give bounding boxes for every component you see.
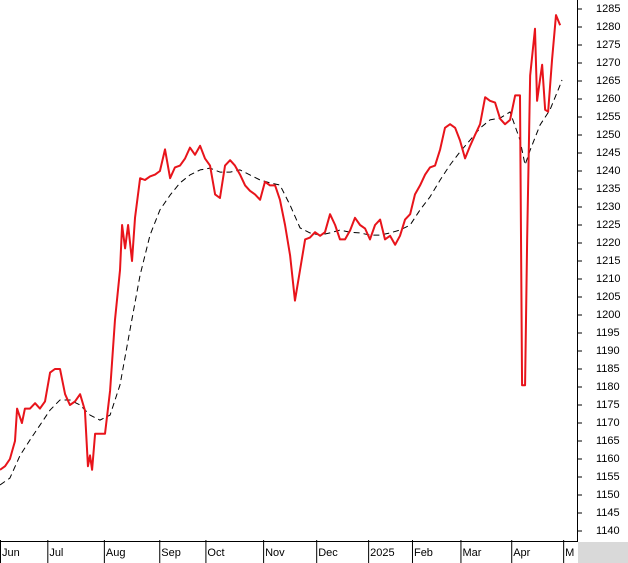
corner — [578, 542, 628, 563]
x-tick-label: Feb — [414, 547, 433, 559]
y-tick-label: 1220 — [596, 237, 620, 249]
x-tick-label: Aug — [106, 547, 126, 559]
y-tick-label: 1180 — [596, 381, 620, 393]
y-tick-label: 1150 — [596, 489, 620, 501]
y-tick-label: 1215 — [596, 255, 620, 267]
y-tick-label: 1210 — [596, 273, 620, 285]
y-tick-label: 1270 — [596, 57, 620, 69]
y-tick-label: 1255 — [596, 111, 620, 123]
x-tick-label: 2025 — [370, 547, 394, 559]
x-tick-label: Oct — [207, 547, 224, 559]
y-tick-label: 1205 — [596, 291, 620, 303]
y-tick-label: 1235 — [596, 183, 620, 195]
y-tick-label: 1170 — [596, 417, 620, 429]
y-tick-label: 1140 — [596, 525, 620, 537]
y-tick-label: 1165 — [596, 435, 620, 447]
series-line — [0, 14, 562, 471]
y-tick-label: 1175 — [596, 399, 620, 411]
y-tick-label: 1250 — [596, 129, 620, 141]
y-tick-label: 1155 — [596, 471, 620, 483]
y-tick-label: 1260 — [596, 93, 620, 105]
series-line — [0, 79, 563, 486]
y-tick-label: 1195 — [596, 327, 620, 339]
x-tick-label: Apr — [513, 547, 530, 559]
x-tick-label: Mar — [462, 547, 481, 559]
y-tick-label: 1275 — [596, 39, 620, 51]
y-tick-label: 1160 — [596, 453, 620, 465]
y-tick-label: 1200 — [596, 309, 620, 321]
y-tick-label: 1145 — [596, 507, 620, 519]
y-tick-label: 1280 — [596, 21, 620, 33]
y-tick-label: 1230 — [596, 201, 620, 213]
y-tick-label: 1265 — [596, 75, 620, 87]
y-tick-label: 1190 — [596, 345, 620, 357]
x-tick-label: Nov — [265, 547, 285, 559]
y-tick-label: 1240 — [596, 165, 620, 177]
x-tick-label: M — [565, 547, 574, 559]
x-tick-label: Jun — [2, 547, 20, 559]
x-tick-label: Sep — [161, 547, 181, 559]
y-tick-label: 1185 — [596, 363, 620, 375]
x-tick-label: Jul — [49, 547, 63, 559]
y-tick-label: 1245 — [596, 147, 620, 159]
x-tick-label: Dec — [318, 547, 338, 559]
y-tick-label: 1285 — [596, 3, 620, 15]
y-tick-label: 1225 — [596, 219, 620, 231]
